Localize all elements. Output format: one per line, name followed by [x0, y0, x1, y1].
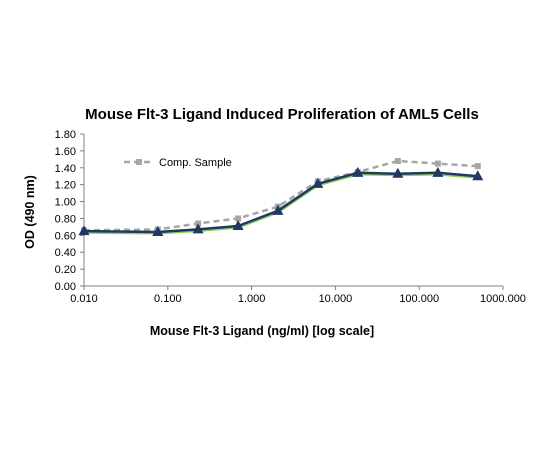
series-2-point	[352, 166, 364, 177]
y-tick-label: 0.00	[55, 281, 76, 293]
y-tick-label: 1.00	[55, 197, 76, 209]
y-tick-label: 0.40	[55, 247, 76, 259]
series-2-point	[472, 170, 484, 181]
series-2-line	[82, 171, 480, 234]
series-2-point	[432, 166, 444, 177]
y-tick-label: 0.60	[55, 230, 76, 242]
legend-swatch-marker	[136, 159, 142, 165]
x-tick-label: 0.100	[154, 293, 182, 305]
plot-area	[78, 158, 484, 236]
legend-label: Comp. Sample	[159, 157, 232, 169]
x-tick-label: 100.000	[399, 293, 439, 305]
x-axis-label: Mouse Flt-3 Ligand (ng/ml) [log scale]	[150, 324, 374, 338]
series-2-point	[78, 225, 90, 236]
y-tick-label: 0.80	[55, 213, 76, 225]
x-axis: 0.010 0.100 1.000 10.000 100.000 1000.000	[70, 285, 526, 305]
x-tick-label: 0.010	[70, 293, 98, 305]
y-axis: 0.00 0.20 0.40 0.60 0.80 1.00 1.20 1.40 1.60 1.80	[55, 129, 85, 293]
series-0-line	[83, 159, 478, 232]
legend: Comp. Sample	[124, 157, 232, 169]
series-0-point	[434, 160, 441, 167]
x-tick-label: 1.000	[238, 293, 266, 305]
x-tick-label: 1000.000	[480, 293, 526, 305]
series-2-point	[312, 177, 324, 188]
series-0-point	[394, 158, 401, 165]
chart-title: Mouse Flt-3 Ligand Induced Proliferation…	[85, 106, 479, 123]
series-2-point	[152, 225, 164, 236]
series-2-point	[392, 167, 404, 178]
series-0-point	[235, 215, 242, 222]
y-tick-label: 1.80	[55, 129, 76, 141]
y-tick-label: 0.20	[55, 264, 76, 276]
x-tick-label: 10.000	[319, 293, 353, 305]
series-2-point	[232, 220, 244, 231]
series-2-point	[272, 204, 284, 215]
y-axis-label: OD (490 nm)	[23, 175, 37, 249]
y-tick-label: 1.60	[55, 146, 76, 158]
y-tick-label: 1.40	[55, 163, 76, 175]
series-2-point	[192, 223, 204, 234]
y-tick-label: 1.20	[55, 180, 76, 192]
series-0-point	[474, 163, 481, 170]
